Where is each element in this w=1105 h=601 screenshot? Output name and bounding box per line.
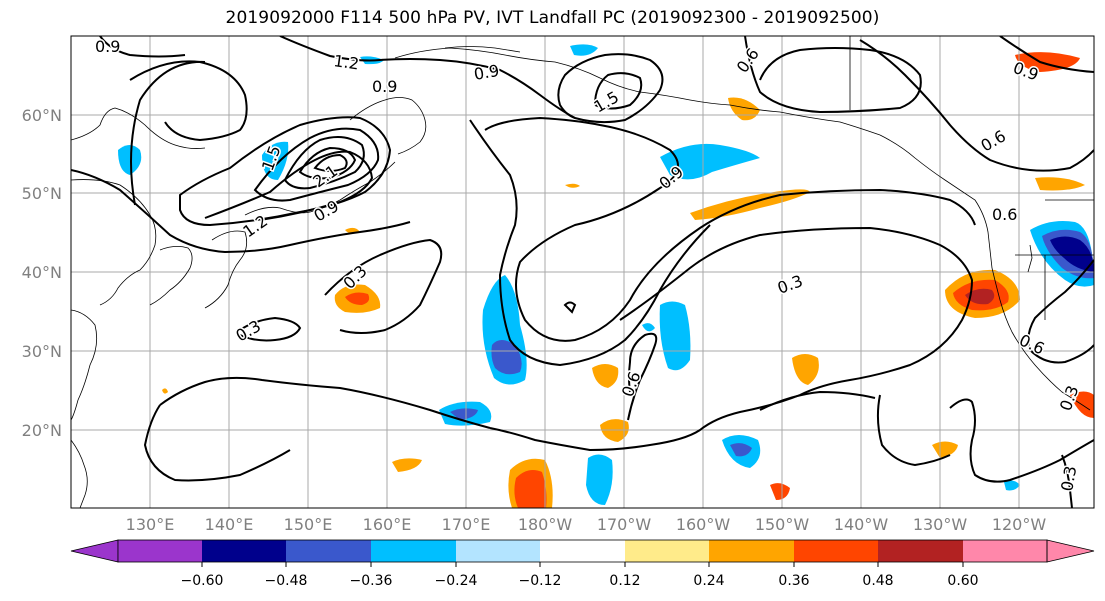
lon-label: 160°E — [363, 515, 412, 534]
colorbar-segment — [709, 540, 794, 562]
colorbar-tick-label: −0.48 — [265, 573, 308, 589]
colorbar-segment — [540, 540, 625, 562]
contour-label: 0.3 — [775, 271, 805, 298]
lon-label: 120°W — [992, 515, 1047, 534]
colorbar-extend-low — [70, 539, 119, 563]
colorbar-segment — [794, 540, 878, 562]
colorbar-tick-label: −0.24 — [435, 573, 478, 589]
contour-label: 0.6 — [733, 45, 763, 77]
colorbar-segment — [202, 540, 286, 562]
colorbar-segment — [286, 540, 371, 562]
pv-contours — [71, 36, 1094, 508]
colorbar-tick-label: 0.48 — [862, 573, 893, 589]
lat-label: 40°N — [22, 263, 62, 282]
lat-label: 30°N — [22, 342, 62, 361]
colorbar-tick-label: 0.24 — [693, 573, 724, 589]
colorbar-segment — [625, 540, 709, 562]
contour-label: 1.2 — [239, 211, 271, 241]
lon-label: 130°W — [913, 515, 968, 534]
coastlines — [71, 46, 1091, 508]
map-title: 2019092000 F114 500 hPa PV, IVT Landfall… — [225, 8, 880, 28]
contour-label: 0.9 — [372, 77, 397, 96]
lon-label: 160°W — [676, 515, 731, 534]
lon-label: 170°W — [597, 515, 652, 534]
lon-label: 180°W — [518, 515, 573, 534]
lat-labels: 60°N 50°N 40°N 30°N 20°N — [22, 106, 62, 440]
lon-label: 150°E — [284, 515, 333, 534]
colorbar-segment — [456, 540, 540, 562]
colorbar-frame — [117, 539, 1048, 563]
colorbar-segment — [371, 540, 456, 562]
colorbar-segment — [963, 540, 1047, 562]
colorbar-tick-label: −0.36 — [350, 573, 393, 589]
colorbar-tick-label: −0.12 — [519, 573, 562, 589]
colorbar-tick-label: 0.60 — [947, 573, 978, 589]
colorbar: −0.60 −0.48 −0.36 −0.24 −0.12 0.12 0.24 … — [70, 539, 1095, 589]
contour-label: 0.3 — [1057, 464, 1080, 492]
contour-label: 0.6 — [992, 205, 1017, 224]
lon-label: 140°E — [205, 515, 254, 534]
contour-label: 0.9 — [95, 37, 120, 56]
pv-shading — [118, 44, 1094, 508]
lon-label: 140°W — [834, 515, 889, 534]
contour-label: 0.6 — [618, 369, 645, 399]
colorbar-tick-label: 0.36 — [778, 573, 809, 589]
lon-label: 170°E — [442, 515, 491, 534]
contour-label: 1.2 — [332, 51, 360, 73]
lon-label: 150°W — [755, 515, 810, 534]
map-frame — [70, 35, 1095, 509]
lat-label: 20°N — [22, 421, 62, 440]
lat-lon-grid — [71, 36, 1094, 508]
contour-label: 1.5 — [591, 87, 623, 116]
colorbar-segment — [878, 540, 963, 562]
colorbar-extend-high — [1046, 539, 1095, 563]
contour-label: 0.9 — [311, 196, 343, 225]
contour-label: 0.9 — [472, 61, 500, 84]
colorbar-tick-label: −0.60 — [181, 573, 224, 589]
lat-label: 50°N — [22, 184, 62, 203]
colorbar-segment — [118, 540, 202, 562]
contour-label: 0.6 — [1016, 330, 1047, 358]
lat-label: 60°N — [22, 106, 62, 125]
contour-label: 0.6 — [978, 126, 1010, 155]
lon-label: 130°E — [126, 515, 175, 534]
colorbar-tick-label: 0.12 — [609, 573, 640, 589]
lon-labels: 130°E 140°E 150°E 160°E 170°E 180°W 170°… — [126, 515, 1047, 534]
